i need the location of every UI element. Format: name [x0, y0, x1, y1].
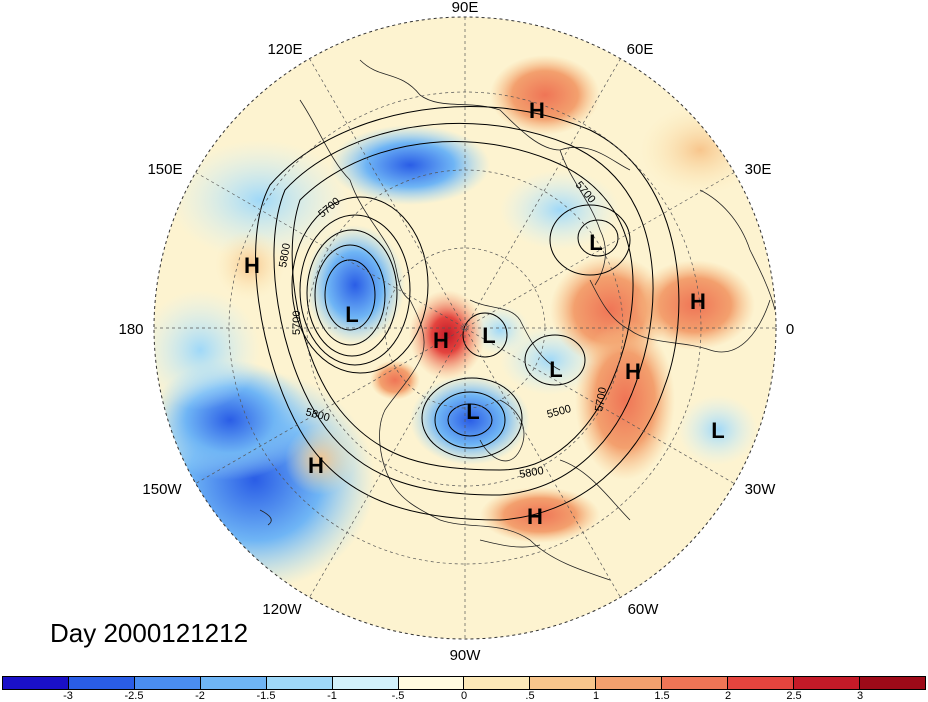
lon-label-120e: 120E — [267, 41, 302, 58]
anomaly-field — [154, 17, 776, 639]
lon-label-30w: 30W — [745, 481, 777, 498]
contour-label: 5700 — [593, 386, 609, 412]
graticule — [154, 17, 776, 639]
lon-label-30e: 30E — [745, 161, 772, 178]
colorbar-swatch — [728, 677, 795, 689]
day-title: Day 2000121212 — [50, 618, 249, 648]
colorbar-tick-label: .5 — [525, 690, 535, 702]
contour-label: 5800 — [277, 242, 293, 268]
pressure-center-high: H — [529, 98, 545, 123]
polar-map: 90E 60E 30E 0 30W 60W 90W 120W 150W 180 … — [118, 0, 794, 664]
longitude-labels: 90E 60E 30E 0 30W 60W 90W 120W 150W 180 … — [118, 0, 794, 664]
lon-label-0: 0 — [786, 321, 794, 338]
lon-label-180: 180 — [118, 321, 143, 338]
map-boundary — [153, 16, 777, 640]
lon-label-120w: 120W — [262, 601, 302, 618]
lon-label-60w: 60W — [628, 601, 660, 618]
colorbar-tick-label: 3 — [856, 690, 864, 702]
pressure-center-low: L — [589, 230, 602, 255]
colorbar-tick-label: -3 — [63, 690, 73, 702]
lon-label-150w: 150W — [142, 481, 182, 498]
pressure-center-high: H — [625, 359, 641, 384]
colorbar-tick-label: 0 — [460, 690, 468, 702]
lon-label-90e: 90E — [452, 0, 479, 16]
pressure-center-high: H — [244, 253, 260, 278]
pressure-center-high: H — [433, 328, 449, 353]
height-contours — [255, 106, 680, 521]
colorbar-swatch — [200, 677, 267, 689]
pressure-center-high: H — [308, 453, 324, 478]
colorbar-swatch — [662, 677, 729, 689]
colorbar-ticks: -3 -2.5 -2 -1.5 -1 -.5 0 .5 1 1.5 2 2.5 3 — [0, 690, 928, 702]
colorbar-swatch — [3, 677, 69, 689]
colorbar-tick-label: 2 — [724, 690, 732, 702]
colorbar-swatch — [530, 677, 597, 689]
colorbar-swatch — [398, 677, 465, 689]
colorbar-tick-label: 1 — [592, 690, 600, 702]
colorbar-tick-label: -2.5 — [124, 690, 144, 702]
pressure-centers: H H L H L L L H L H L H H — [244, 98, 725, 529]
colorbar-tick-label: -.5 — [391, 690, 405, 702]
coastlines — [259, 59, 776, 581]
colorbar-swatch — [596, 677, 663, 689]
colorbar-swatch — [794, 677, 860, 689]
colorbar-tick-label: -1.5 — [256, 690, 276, 702]
colorbar-tick-label: -1 — [327, 690, 337, 702]
colorbar-tick-label: 2.5 — [786, 690, 802, 702]
contour-label: 5700 — [291, 311, 303, 335]
pressure-center-low: L — [466, 399, 479, 424]
pressure-center-low: L — [711, 418, 724, 443]
pressure-center-high: H — [527, 504, 543, 529]
colorbar-swatch — [266, 677, 333, 689]
pressure-center-low: L — [549, 357, 562, 382]
lon-label-90w: 90W — [450, 647, 482, 664]
colorbar-swatch — [464, 677, 531, 689]
pressure-center-low: L — [345, 302, 358, 327]
colorbar — [2, 676, 926, 690]
colorbar-tick-label: -2 — [195, 690, 205, 702]
colorbar-swatch — [332, 677, 399, 689]
lon-label-150e: 150E — [147, 161, 182, 178]
colorbar-swatch — [68, 677, 135, 689]
colorbar-swatch — [859, 677, 925, 689]
pressure-center-low: L — [482, 323, 495, 348]
lon-label-60e: 60E — [627, 41, 654, 58]
colorbar-swatch — [134, 677, 201, 689]
contour-label: 5800 — [518, 465, 544, 481]
colorbar-tick-label: 1.5 — [654, 690, 670, 702]
pressure-center-high: H — [690, 289, 706, 314]
